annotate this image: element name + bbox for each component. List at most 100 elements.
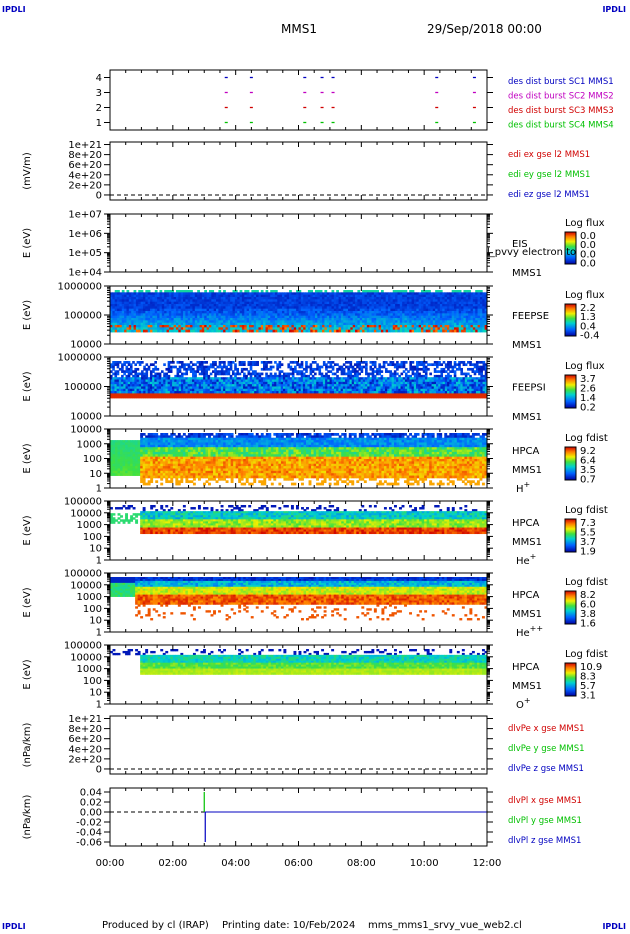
feepse-cell: [306, 299, 309, 302]
feepse-cell: [390, 313, 393, 316]
feepse-cell: [209, 306, 212, 309]
feepse-cell: [468, 306, 471, 309]
feepse-cell: [192, 292, 195, 295]
feepse-cell: [329, 299, 332, 302]
feepse-cell: [148, 313, 151, 316]
feepse-cell: [192, 302, 195, 305]
feepsi-cell: [318, 370, 321, 373]
feepse-cell: [367, 325, 370, 328]
feepse-cell: [126, 309, 129, 312]
feepse-cell: [456, 320, 459, 323]
feepse-cell: [327, 309, 330, 312]
feepse-cell: [360, 330, 363, 333]
feepsi-cell: [194, 373, 197, 376]
feepse-cell: [192, 309, 195, 312]
feepse-cell: [317, 316, 320, 319]
feepse-cell: [296, 306, 299, 309]
feepse-cell: [145, 318, 148, 321]
feepse-cell: [367, 316, 370, 319]
feepse-cell: [178, 309, 181, 312]
feepse-cell: [183, 330, 186, 333]
feepse-cell: [254, 316, 257, 319]
feepse-cell: [124, 320, 127, 323]
feepse-cell: [308, 311, 311, 314]
feepse-cell: [115, 292, 118, 295]
feepse-cell: [471, 320, 474, 323]
feepse-cell: [430, 292, 433, 295]
feepsi-cell: [196, 370, 199, 373]
feepse-cell: [388, 297, 391, 300]
feepse-cell: [176, 327, 179, 330]
feepse-cell: [197, 292, 200, 295]
feepse-cell: [468, 320, 471, 323]
feepse-cell: [242, 299, 245, 302]
feepse-cell: [334, 295, 337, 298]
feepse-cell: [445, 327, 448, 330]
feepse-cell: [129, 327, 132, 330]
feepse-cell: [129, 295, 132, 298]
feepse-cell: [261, 304, 264, 307]
feepse-cell: [207, 330, 210, 333]
feepse-cell: [423, 304, 426, 307]
feepse-cell: [181, 309, 184, 312]
feepse-cell: [468, 304, 471, 307]
feepse-cell: [162, 320, 165, 323]
feepsi-cell: [292, 375, 295, 378]
feepse-cell: [221, 311, 224, 314]
feepse-cell: [214, 311, 217, 314]
feepse-cell: [430, 318, 433, 321]
feepse-cell: [249, 313, 252, 316]
feepsi-cell: [372, 373, 375, 376]
feepse-cell: [190, 325, 193, 328]
feepse-cell: [435, 302, 438, 305]
feepse-cell: [273, 290, 276, 293]
feepse-cell: [237, 320, 240, 323]
feepse-cell: [134, 309, 137, 312]
feepsi-cell: [214, 361, 217, 364]
feepse-cell: [310, 297, 313, 300]
feepse-cell: [367, 304, 370, 307]
feepse-cell: [343, 297, 346, 300]
feepse-cell: [296, 292, 299, 295]
feepse-cell: [390, 302, 393, 305]
feepse-cell: [322, 311, 325, 314]
feepse-cell: [475, 318, 478, 321]
feepse-cell: [369, 311, 372, 314]
feepse-cell: [284, 295, 287, 298]
feepse-cell: [423, 302, 426, 305]
feepse-cell: [112, 295, 115, 298]
feepse-cell: [218, 323, 221, 326]
feepse-cell: [383, 311, 386, 314]
feepse-cell: [181, 318, 184, 321]
feepse-cell: [449, 316, 452, 319]
feepse-cell: [122, 306, 125, 309]
feepse-cell: [452, 313, 455, 316]
feepse-cell: [360, 323, 363, 326]
feepse-cell: [379, 330, 382, 333]
feepse-cell: [350, 302, 353, 305]
burst-ytick-label: 4: [96, 73, 102, 84]
feepse-cell: [367, 320, 370, 323]
feepse-cell: [178, 299, 181, 302]
feepse-cell: [273, 316, 276, 319]
feepse-cell: [240, 302, 243, 305]
feepsi-cell: [350, 373, 353, 376]
feepse-cell: [190, 290, 193, 293]
feepse-cell: [388, 325, 391, 328]
feepse-cell: [277, 299, 280, 302]
feepse-cell: [440, 295, 443, 298]
feepse-cell: [299, 306, 302, 309]
feepse-cell: [374, 327, 377, 330]
feepse-colorbar-label: -0.4: [580, 330, 600, 341]
feepse-cell: [324, 330, 327, 333]
feepse-cell: [235, 306, 238, 309]
feepse-cell: [150, 299, 153, 302]
feepse-cell: [244, 311, 247, 314]
feepse-cell: [364, 304, 367, 307]
feepse-cell: [258, 299, 261, 302]
feepse-cell: [301, 323, 304, 326]
feepse-cell: [480, 323, 483, 326]
feepse-cell: [440, 330, 443, 333]
feepse-cell: [343, 302, 346, 305]
feepse-cell: [350, 297, 353, 300]
